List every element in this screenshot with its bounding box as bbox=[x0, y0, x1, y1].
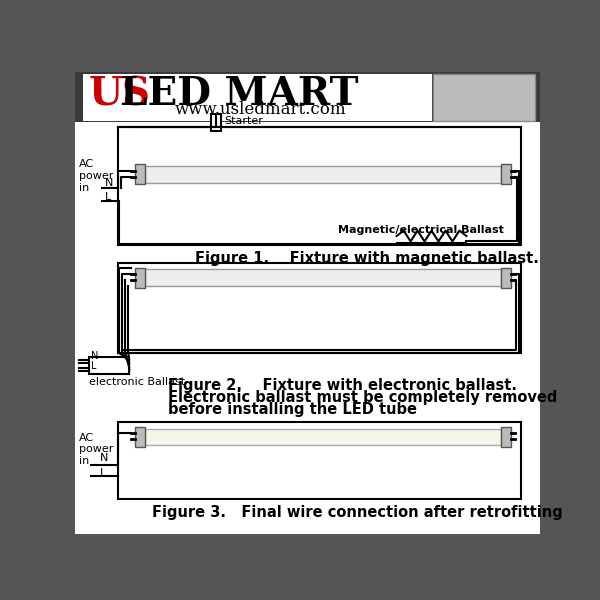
Text: electronic Ballast: electronic Ballast bbox=[89, 377, 185, 387]
Text: Figure 1.    Fixture with magnetic ballast.: Figure 1. Fixture with magnetic ballast. bbox=[195, 251, 539, 266]
Text: before installing the LED tube: before installing the LED tube bbox=[168, 401, 417, 416]
Bar bbox=[136, 268, 145, 287]
Text: N: N bbox=[104, 178, 113, 188]
Text: AC
power
in: AC power in bbox=[79, 160, 113, 193]
Text: www.usledmart.com: www.usledmart.com bbox=[175, 101, 347, 118]
Bar bbox=[145, 428, 501, 445]
Text: Starter: Starter bbox=[224, 116, 263, 126]
Bar bbox=[145, 166, 501, 183]
Text: Figure 3.   Final wire connection after retrofitting: Figure 3. Final wire connection after re… bbox=[152, 505, 563, 520]
Bar bbox=[75, 122, 540, 534]
Text: N: N bbox=[91, 351, 98, 361]
Text: L: L bbox=[100, 468, 106, 478]
Text: L: L bbox=[104, 192, 111, 202]
Text: L: L bbox=[91, 361, 96, 371]
Text: N: N bbox=[100, 453, 108, 463]
Bar bbox=[118, 263, 521, 353]
Bar bbox=[136, 164, 145, 184]
Text: Magnetic/electrical Ballast: Magnetic/electrical Ballast bbox=[338, 225, 505, 235]
Text: Electronic ballast must be completely removed: Electronic ballast must be completely re… bbox=[168, 390, 557, 405]
Bar bbox=[433, 74, 535, 121]
Bar bbox=[83, 74, 431, 121]
Bar bbox=[136, 427, 145, 447]
Text: US: US bbox=[89, 75, 151, 113]
Bar bbox=[89, 357, 129, 374]
Bar bbox=[118, 127, 521, 245]
Bar bbox=[145, 269, 501, 286]
Bar bbox=[118, 422, 521, 499]
Bar bbox=[211, 113, 221, 131]
Bar bbox=[501, 164, 511, 184]
Bar bbox=[501, 427, 511, 447]
Text: LED MART: LED MART bbox=[120, 75, 358, 113]
Bar bbox=[501, 268, 511, 287]
Text: AC
power
in: AC power in bbox=[79, 433, 113, 466]
Text: Figure 2.    Fixture with electronic ballast.: Figure 2. Fixture with electronic ballas… bbox=[168, 379, 517, 394]
Bar bbox=[75, 72, 540, 122]
